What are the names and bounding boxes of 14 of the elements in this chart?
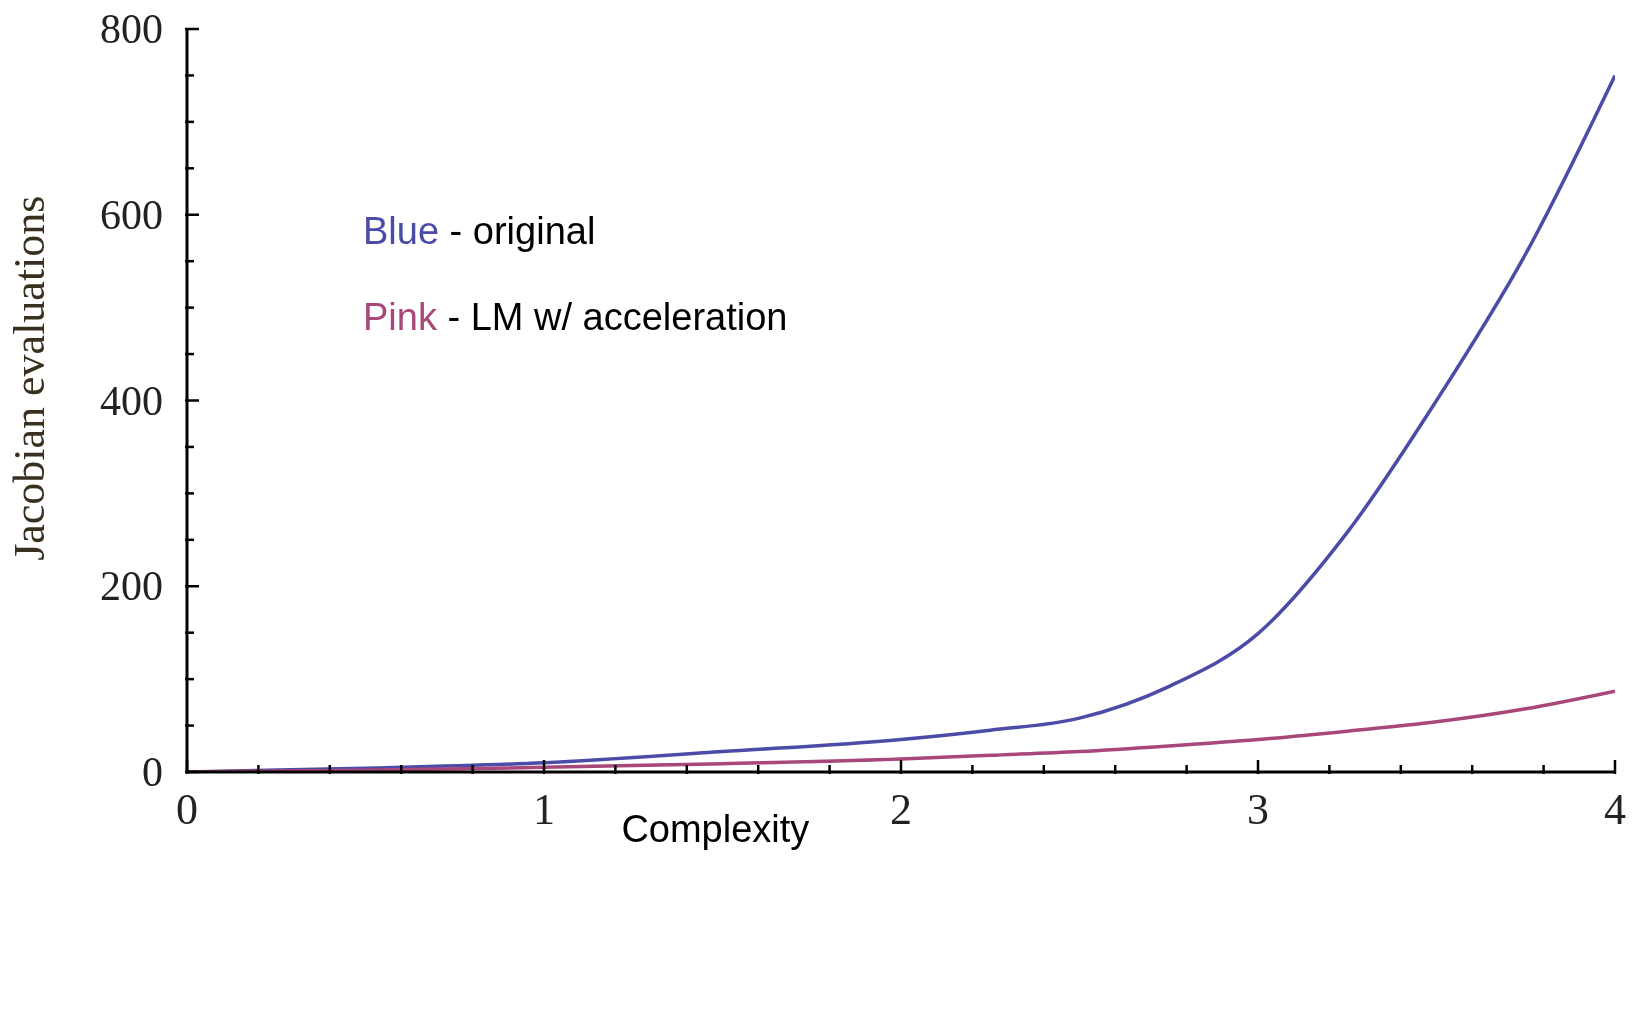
x-tick-label: 1 [533, 785, 555, 834]
y-tick-label: 200 [100, 563, 163, 610]
y-tick-label: 0 [142, 749, 163, 795]
text: Blue - original [363, 210, 596, 252]
x-tick-label: 0 [176, 785, 198, 834]
x-tick-label: 4 [1604, 785, 1626, 834]
x-tick-label: 2 [890, 785, 912, 834]
x-tick-label: 3 [1247, 785, 1269, 834]
y-tick-label: 400 [100, 377, 163, 424]
x-axis-title: Complexity [621, 808, 810, 850]
y-tick-label: 600 [100, 191, 163, 238]
y-tick-label: 800 [100, 6, 163, 52]
text: Pink - LM w/ acceleration [363, 296, 788, 338]
y-axis-title: Jacobian evaluations [5, 195, 54, 561]
